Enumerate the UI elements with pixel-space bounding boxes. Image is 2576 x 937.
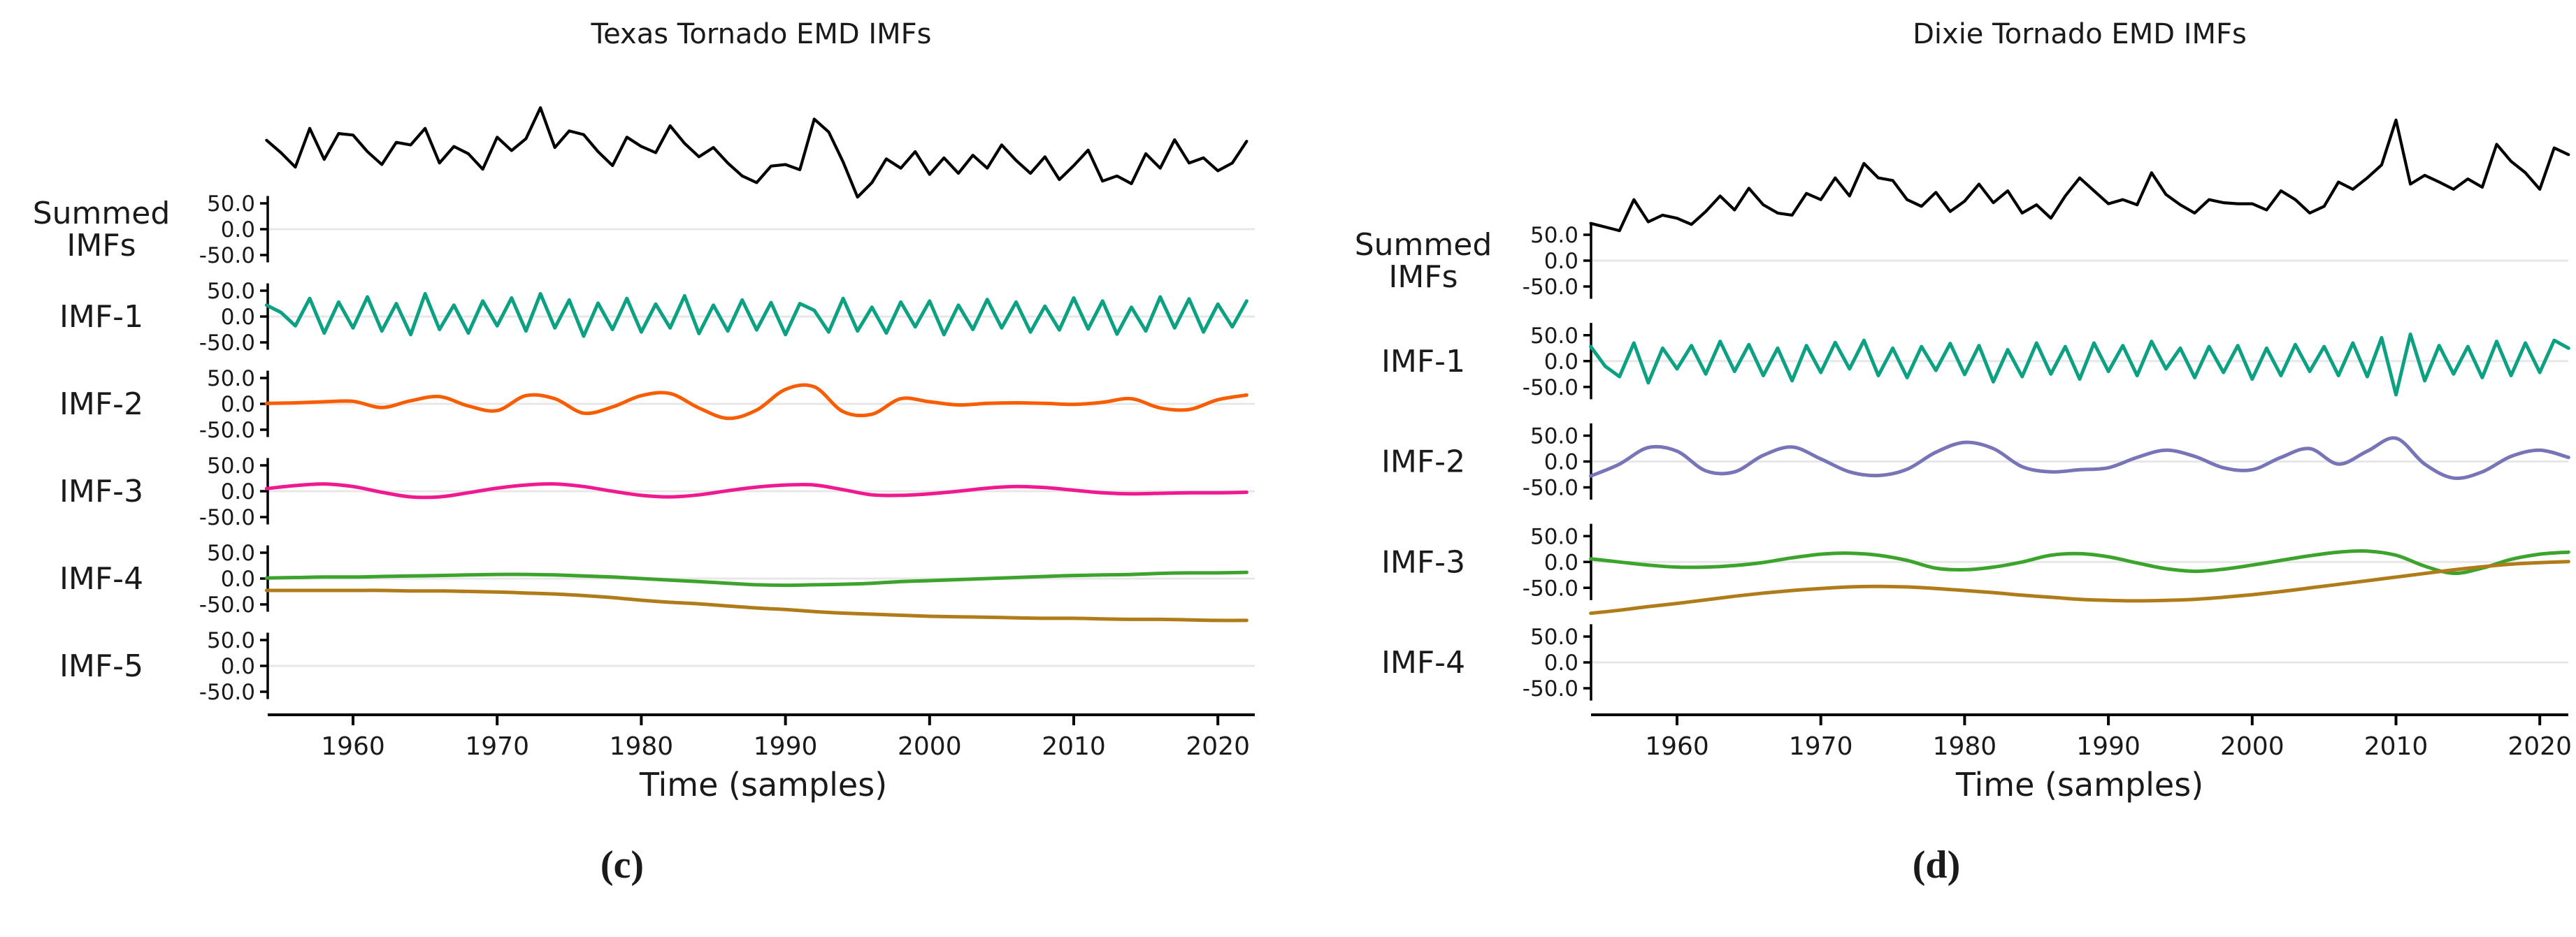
x-tick-label: 1960 (1645, 732, 1709, 761)
y-tick-label: -50.0 (1523, 676, 1578, 702)
x-tick-label: 2020 (2507, 732, 2572, 761)
y-tick-label: -50.0 (199, 331, 255, 356)
y-tick-label: 0.0 (221, 305, 255, 330)
series-line-imf-2 (1589, 436, 2570, 481)
x-tick-label: 2000 (898, 732, 962, 761)
series-line-imf-2 (264, 383, 1249, 421)
panel-title-dixie: Dixie Tornado EMD IMFs (1913, 18, 2247, 50)
y-tick-label: 50.0 (207, 541, 255, 566)
x-tick-label: 1980 (610, 732, 674, 761)
series-line-imf-5-residue (264, 588, 1249, 623)
y-tick-label: -50.0 (1523, 576, 1578, 601)
row-label: Summed (1355, 227, 1492, 263)
y-tick-label: 0.0 (221, 217, 255, 242)
row-label: IMF-2 (59, 386, 143, 422)
row-label: IMF-3 (1381, 544, 1465, 580)
series-line-imf-1 (264, 291, 1249, 338)
y-tick-label: 0.0 (221, 392, 255, 417)
y-tick-label: -50.0 (1523, 375, 1578, 400)
x-tick-label: 1990 (754, 732, 818, 761)
row-label: Summed (33, 196, 171, 231)
y-tick-label: 50.0 (207, 628, 255, 653)
y-tick-label: 0.0 (221, 479, 255, 504)
y-tick-label: -50.0 (199, 680, 255, 705)
y-tick-label: 50.0 (1530, 223, 1578, 248)
row-label: IMF-3 (59, 474, 143, 509)
x-tick-label: 1970 (465, 732, 529, 761)
row-label: IMF-2 (1381, 444, 1465, 480)
y-tick-label: 50.0 (1530, 324, 1578, 349)
x-tick-label: 1970 (1789, 732, 1853, 761)
y-tick-label: -50.0 (199, 243, 255, 268)
y-tick-label: 0.0 (221, 567, 255, 592)
series-line-imf-1 (1589, 332, 2570, 397)
x-axis-label-texas: Time (samples) (639, 766, 888, 804)
x-axis-label-dixie: Time (samples) (1955, 766, 2204, 804)
y-tick-label: 50.0 (207, 453, 255, 479)
x-tick-label: 1960 (321, 732, 385, 761)
panel-title-texas: Texas Tornado EMD IMFs (591, 18, 932, 50)
y-tick-label: 0.0 (221, 654, 255, 679)
row-label: IMF-1 (59, 299, 143, 335)
y-tick-label: 0.0 (1544, 651, 1578, 676)
series-line-imf-4-residue (1589, 560, 2570, 616)
y-tick-label: 50.0 (1530, 424, 1578, 449)
series-line-imf-3 (1589, 549, 2570, 576)
y-tick-label: -50.0 (1523, 275, 1578, 300)
y-tick-label: 50.0 (1530, 625, 1578, 650)
subfigure-caption-c: (c) (600, 843, 645, 887)
series-line-summed-imfs (265, 106, 1249, 199)
x-tick-label: 2010 (1042, 732, 1106, 761)
y-tick-label: 0.0 (1544, 550, 1578, 575)
y-tick-label: -50.0 (199, 505, 255, 530)
y-tick-label: -50.0 (1523, 476, 1578, 501)
y-tick-label: 50.0 (207, 279, 255, 304)
row-label: IMF-4 (59, 561, 143, 597)
y-tick-label: -50.0 (199, 593, 255, 618)
y-tick-label: 0.0 (1544, 450, 1578, 475)
row-label: IMFs (1388, 259, 1458, 295)
x-tick-label: 2010 (2364, 732, 2429, 761)
y-tick-label: 50.0 (207, 366, 255, 391)
y-tick-label: 0.0 (1544, 249, 1578, 274)
series-line-summed-imfs (1589, 118, 2570, 233)
y-tick-label: 50.0 (207, 191, 255, 217)
row-label: IMF-1 (1381, 344, 1465, 379)
x-tick-label: 2020 (1186, 732, 1250, 761)
x-tick-label: 1990 (2076, 732, 2140, 761)
series-line-imf-4 (264, 570, 1249, 588)
y-tick-label: 0.0 (1544, 349, 1578, 375)
y-tick-label: -50.0 (199, 418, 255, 443)
row-label: IMFs (66, 228, 136, 263)
x-tick-label: 1980 (1933, 732, 1997, 761)
y-tick-label: 50.0 (1530, 524, 1578, 549)
row-label: IMF-5 (59, 648, 143, 684)
row-label: IMF-4 (1381, 645, 1465, 681)
series-line-imf-3 (264, 482, 1249, 500)
x-tick-label: 2000 (2220, 732, 2284, 761)
subfigure-caption-d: (d) (1912, 843, 1961, 887)
